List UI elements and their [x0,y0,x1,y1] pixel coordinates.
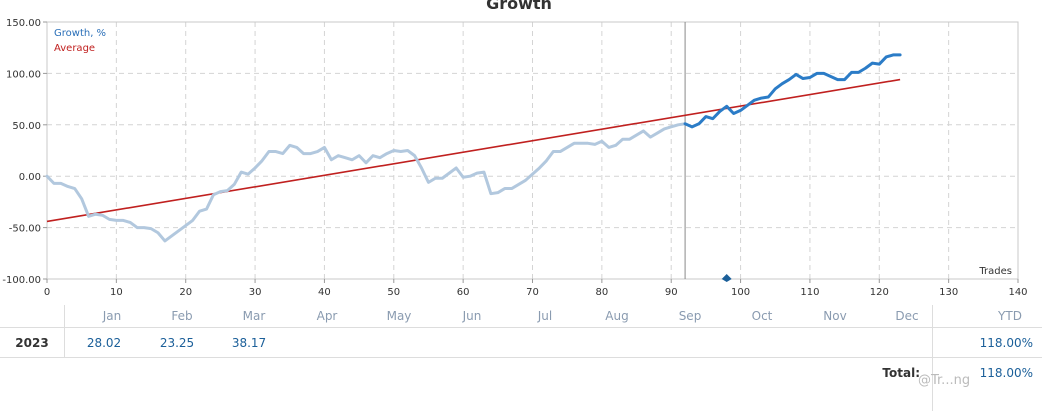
growth-line [683,53,902,129]
legend-average: Average [54,43,95,54]
x-tick-label: 110 [800,287,819,298]
x-tick-label: 30 [249,287,262,298]
month-header: Jun [462,309,482,323]
x-tick-label: 70 [526,287,539,298]
y-tick-label: -50.00 [9,224,41,235]
y-tick-label: 100.00 [6,69,41,80]
month-header: Jul [537,309,553,323]
table-divider [932,305,933,411]
x-tick-label: 40 [318,287,331,298]
chart-title: Growth [486,0,552,13]
x-tick-label: 60 [457,287,470,298]
month-value-cell: 23.25 [159,336,195,350]
x-tick-label: 90 [665,287,678,298]
ytd-value-cell: 118.00% [979,336,1033,350]
total-value: 118.00% [979,366,1033,380]
ytd-header: YTD [998,309,1022,323]
growth-line-history [45,122,687,243]
month-header: Dec [895,309,919,323]
monthly-returns-table: Jan Feb Mar Apr May Jun Jul Aug Sep Oct … [0,305,1042,411]
month-value-cell: 28.02 [86,336,122,350]
y-tick-label: 0.00 [19,172,41,183]
table-divider [64,305,65,357]
month-header: Mar [242,309,266,323]
month-header: Sep [678,309,702,323]
x-tick-label: 100 [731,287,750,298]
month-header: Apr [316,309,338,323]
month-header: Jan [102,309,122,323]
total-label: Total: [882,366,920,380]
average-line [46,78,901,223]
table-divider [0,327,1042,328]
legend-growth: Growth, % [54,28,106,39]
y-axis: -100.00 -50.00 0.00 50.00 100.00 150.00 [2,18,47,286]
x-tick-label: 140 [1008,287,1027,298]
month-value-cell: 38.17 [231,336,267,350]
x-tick-label: 20 [179,287,192,298]
x-tick-label: 120 [870,287,889,298]
x-tick-label: 50 [387,287,400,298]
table-divider [0,357,1042,358]
month-header: Aug [605,309,629,323]
y-tick-label: 150.00 [6,18,41,29]
year-cell: 2023 [15,336,49,350]
month-header: Oct [751,309,773,323]
x-axis: 0 10 20 30 40 50 60 70 80 90 100 110 120 130 140 [44,279,1028,298]
trade-marker [721,274,732,282]
x-tick-label: 0 [44,287,50,298]
x-tick-label: 80 [595,287,608,298]
grid [47,22,1018,279]
y-tick-label: 50.00 [12,121,41,132]
x-tick-label: 130 [939,287,958,298]
y-tick-label: -100.00 [2,275,41,286]
month-header: Nov [823,309,847,323]
growth-chart: Growth -100.00 -50.00 0.00 50.00 100.00 150.0… [2,0,1028,298]
x-tick-label: 10 [110,287,123,298]
month-header: May [386,309,412,323]
corner-label-trades: Trades [978,266,1012,277]
series-layer [45,53,902,282]
month-header: Feb [171,309,193,323]
watermark: @Tr...ng [918,373,971,388]
